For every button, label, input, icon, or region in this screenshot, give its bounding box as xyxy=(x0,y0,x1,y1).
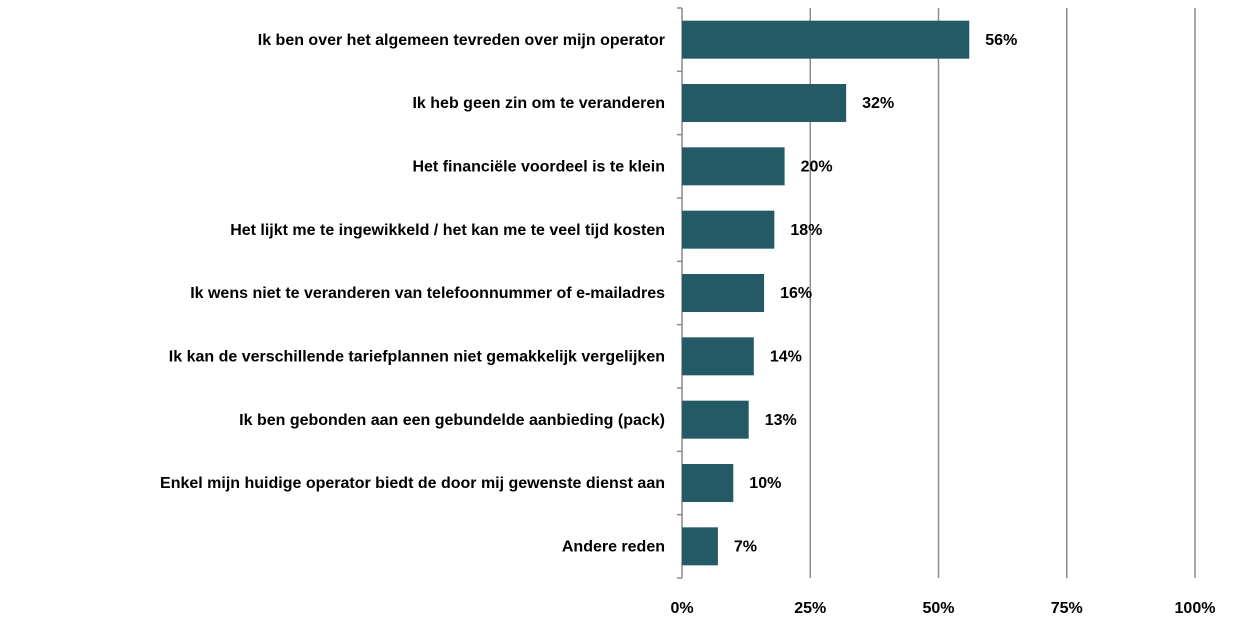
y-tick-label: Ik kan de verschillende tariefplannen ni… xyxy=(169,349,665,366)
x-tick-label: 25% xyxy=(794,600,826,617)
bar xyxy=(682,464,734,502)
value-label: 56% xyxy=(985,32,1017,49)
value-label: 18% xyxy=(790,222,822,239)
y-tick-label: Het lijkt me te ingewikkeld / het kan me… xyxy=(230,222,665,239)
bar xyxy=(682,84,847,122)
bar xyxy=(682,274,765,312)
x-tick-label: 75% xyxy=(1051,600,1083,617)
x-tick-label: 0% xyxy=(670,600,693,617)
bar xyxy=(682,20,970,59)
value-label: 20% xyxy=(801,159,833,176)
y-tick-label: Ik wens niet te veranderen van telefoonn… xyxy=(190,285,665,302)
y-tick-label: Ik ben gebonden aan een gebundelde aanbi… xyxy=(239,412,665,429)
value-label: 14% xyxy=(770,349,802,366)
y-tick-label: Andere reden xyxy=(562,539,665,556)
y-tick-label: Ik heb geen zin om te veranderen xyxy=(412,95,665,112)
value-label: 13% xyxy=(765,412,797,429)
bar xyxy=(682,400,749,439)
value-label: 10% xyxy=(749,475,781,492)
bar xyxy=(682,210,775,249)
bar xyxy=(682,337,754,376)
y-tick-label: Ik ben over het algemeen tevreden over m… xyxy=(258,32,665,49)
value-label: 32% xyxy=(862,95,894,112)
y-tick-label: Het financiële voordeel is te klein xyxy=(412,159,665,176)
x-tick-label: 100% xyxy=(1175,600,1216,617)
bar xyxy=(682,147,785,186)
x-tick-label: 50% xyxy=(922,600,954,617)
bar xyxy=(682,527,718,566)
y-tick-label: Enkel mijn huidige operator biedt de doo… xyxy=(160,475,665,492)
value-label: 7% xyxy=(734,539,757,556)
value-label: 16% xyxy=(780,285,812,302)
